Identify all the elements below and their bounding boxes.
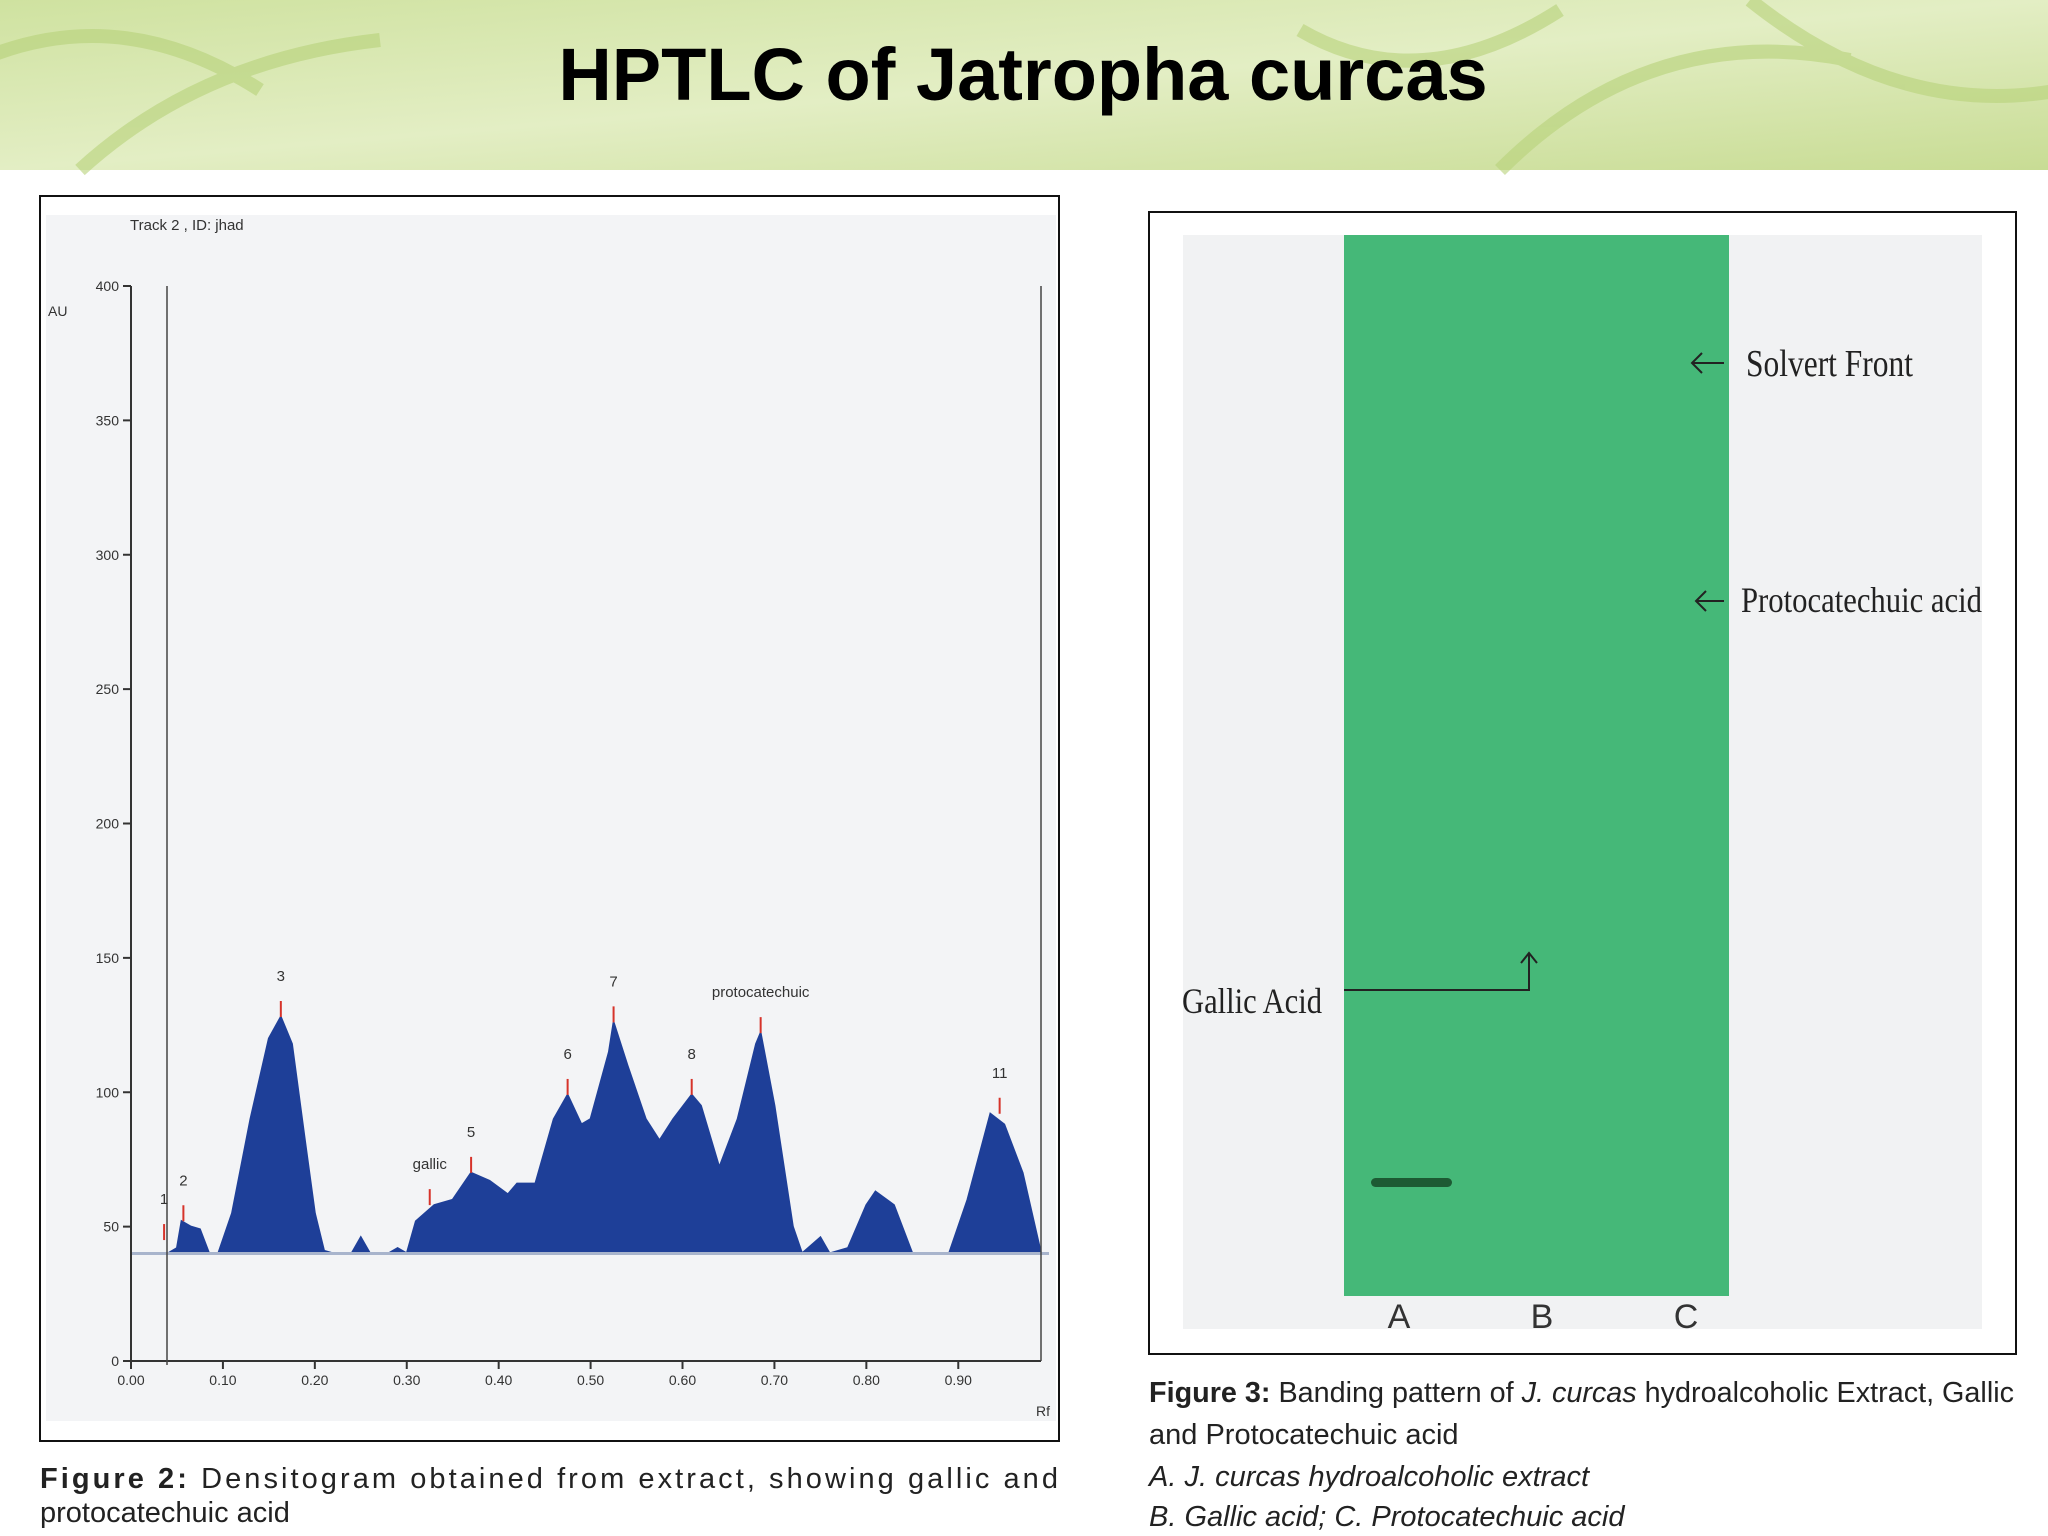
- figure-caption: Figure 3: Banding pattern of J. curcas h…: [1149, 1377, 2014, 1409]
- x-tick-label: 0.40: [485, 1372, 512, 1388]
- peak-label: 2: [179, 1172, 187, 1189]
- plate-annotation: Gallic Acid: [1182, 981, 1322, 1021]
- figure-caption: protocatechuic acid: [40, 1497, 290, 1529]
- x-tick-label: 0.70: [761, 1372, 788, 1388]
- chart-subtitle: Track 2 , ID: jhad: [130, 217, 244, 234]
- y-tick-label: 400: [96, 278, 120, 294]
- lane-label: C: [1674, 1298, 1699, 1336]
- peak-label: 1: [160, 1191, 168, 1208]
- x-tick-label: 0.80: [853, 1372, 880, 1388]
- caption-species: J. curcas: [1521, 1377, 1637, 1409]
- lane-label: B: [1531, 1298, 1554, 1336]
- x-tick-label: 0.60: [669, 1372, 696, 1388]
- peak-label: 7: [609, 973, 617, 990]
- x-tick-label: 0.00: [117, 1372, 144, 1388]
- leaf-decoration: [0, 0, 2048, 176]
- figure-caption: B. Gallic acid; C. Protocatechuic acid: [1149, 1501, 1625, 1533]
- figure-caption: and Protocatechuic acid: [1149, 1419, 1459, 1451]
- y-tick-label: 100: [96, 1084, 120, 1100]
- peak-label: gallic: [413, 1156, 448, 1173]
- lane-label: A: [1388, 1298, 1411, 1336]
- densitogram: Track 2 , ID: jhad AU Rf 0 50 100 150 200 250 300…: [48, 217, 1050, 1419]
- y-tick-label: 50: [103, 1219, 119, 1235]
- area-line: [131, 1014, 1042, 1256]
- y-axis-label: AU: [48, 303, 67, 319]
- y-tick-label: 300: [96, 547, 120, 563]
- y-tick-label: 150: [96, 950, 120, 966]
- peak-label: 8: [688, 1046, 696, 1063]
- caption-text: Densitogram obtained from extract, showi…: [201, 1463, 1058, 1495]
- x-axis-label: Rf: [1036, 1403, 1050, 1419]
- peak-label: 5: [467, 1124, 475, 1141]
- caption-text: hydroalcoholic Extract, Gallic: [1645, 1377, 2014, 1409]
- y-tick-label: 200: [96, 816, 120, 832]
- x-tick-label: 0.90: [945, 1372, 972, 1388]
- peak-label: 6: [563, 1046, 571, 1063]
- figure-caption: A. J. curcas hydroalcoholic extract: [1147, 1461, 1591, 1493]
- x-tick-label: 0.20: [301, 1372, 328, 1388]
- plate-annotation: Solvert Front: [1746, 343, 1913, 385]
- arrows: [1344, 352, 1724, 991]
- x-tick-label: 0.50: [577, 1372, 604, 1388]
- y-tick-label: 0: [111, 1353, 119, 1369]
- y-tick-label: 250: [96, 681, 120, 697]
- tlc-plate: [1344, 235, 1729, 1296]
- caption-text: Banding pattern of: [1278, 1377, 1514, 1409]
- peak-label: 11: [992, 1065, 1008, 1082]
- header-band: [0, 0, 2048, 170]
- peak-label: protocatechuic: [712, 984, 810, 1001]
- caption-label: Figure 2:: [40, 1463, 187, 1495]
- area-fill: [131, 1017, 1041, 1254]
- y-tick-label: 350: [96, 412, 120, 428]
- slide-title: HPTLC of Jatropha curcas: [558, 33, 1487, 116]
- peak-label: 3: [277, 968, 285, 985]
- figure-caption: Figure 2: Densitogram obtained from extr…: [40, 1463, 1058, 1495]
- plate-annotation: Protocatechuic acid: [1741, 580, 1982, 620]
- caption-label: Figure 3:: [1149, 1377, 1270, 1409]
- x-tick-label: 0.30: [393, 1372, 420, 1388]
- band: [1371, 1178, 1452, 1187]
- x-tick-label: 0.10: [209, 1372, 236, 1388]
